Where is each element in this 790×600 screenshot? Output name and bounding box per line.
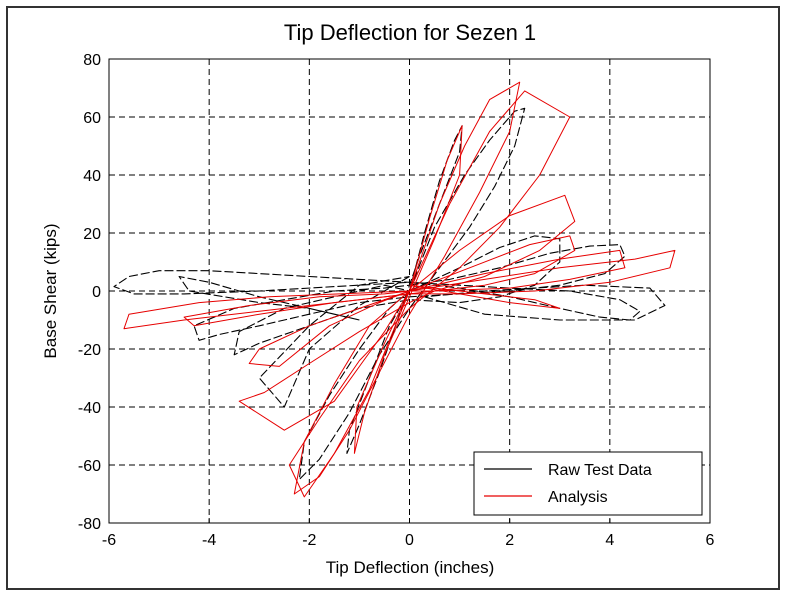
x-tick-label: 6 (706, 532, 715, 549)
x-tick-label: -6 (102, 532, 116, 549)
y-axis-label: Base Shear (kips) (41, 223, 60, 358)
legend-label-raw-test-data: Raw Test Data (548, 462, 652, 479)
series-line-analysis (353, 125, 463, 454)
y-tick-label: -40 (78, 400, 101, 417)
chart-title: Tip Deflection for Sezen 1 (284, 20, 536, 45)
y-tick-label: 60 (83, 110, 101, 127)
y-tick-label: -20 (78, 342, 101, 359)
series-line-raw-test-data (178, 275, 360, 321)
x-tick-label: -4 (202, 532, 216, 549)
y-tick-label: 0 (92, 284, 101, 301)
legend-box (473, 451, 703, 516)
series-line-analysis (409, 284, 561, 309)
series-line-analysis (293, 81, 521, 495)
y-tick-label: 40 (83, 168, 101, 185)
y-tick-label: -80 (78, 516, 101, 533)
x-tick-label: 0 (405, 532, 414, 549)
series-line-analysis (238, 194, 576, 431)
series-line-raw-test-data (258, 275, 410, 408)
y-tick-label: -60 (78, 458, 101, 475)
x-tick-label: -2 (302, 532, 316, 549)
x-tick-label: 2 (505, 532, 514, 549)
series-line-analysis (123, 249, 676, 330)
legend-label-analysis: Analysis (548, 489, 608, 506)
y-tick-label: 80 (83, 52, 101, 69)
legend: Raw Test Data Analysis (473, 451, 703, 516)
y-tick-label: 20 (83, 226, 101, 243)
series-line-raw-test-data (424, 284, 666, 321)
chart: Tip Deflection for Sezen 1 -6 -4 -2 0 2 4 6806… (41, 20, 715, 577)
series-layer (113, 81, 676, 498)
x-tick-label: 4 (605, 532, 614, 549)
figure-frame: Tip Deflection for Sezen 1 -6 -4 -2 0 2 4 6 80 6… (6, 6, 780, 590)
x-axis-label: Tip Deflection (inches) (326, 558, 495, 577)
